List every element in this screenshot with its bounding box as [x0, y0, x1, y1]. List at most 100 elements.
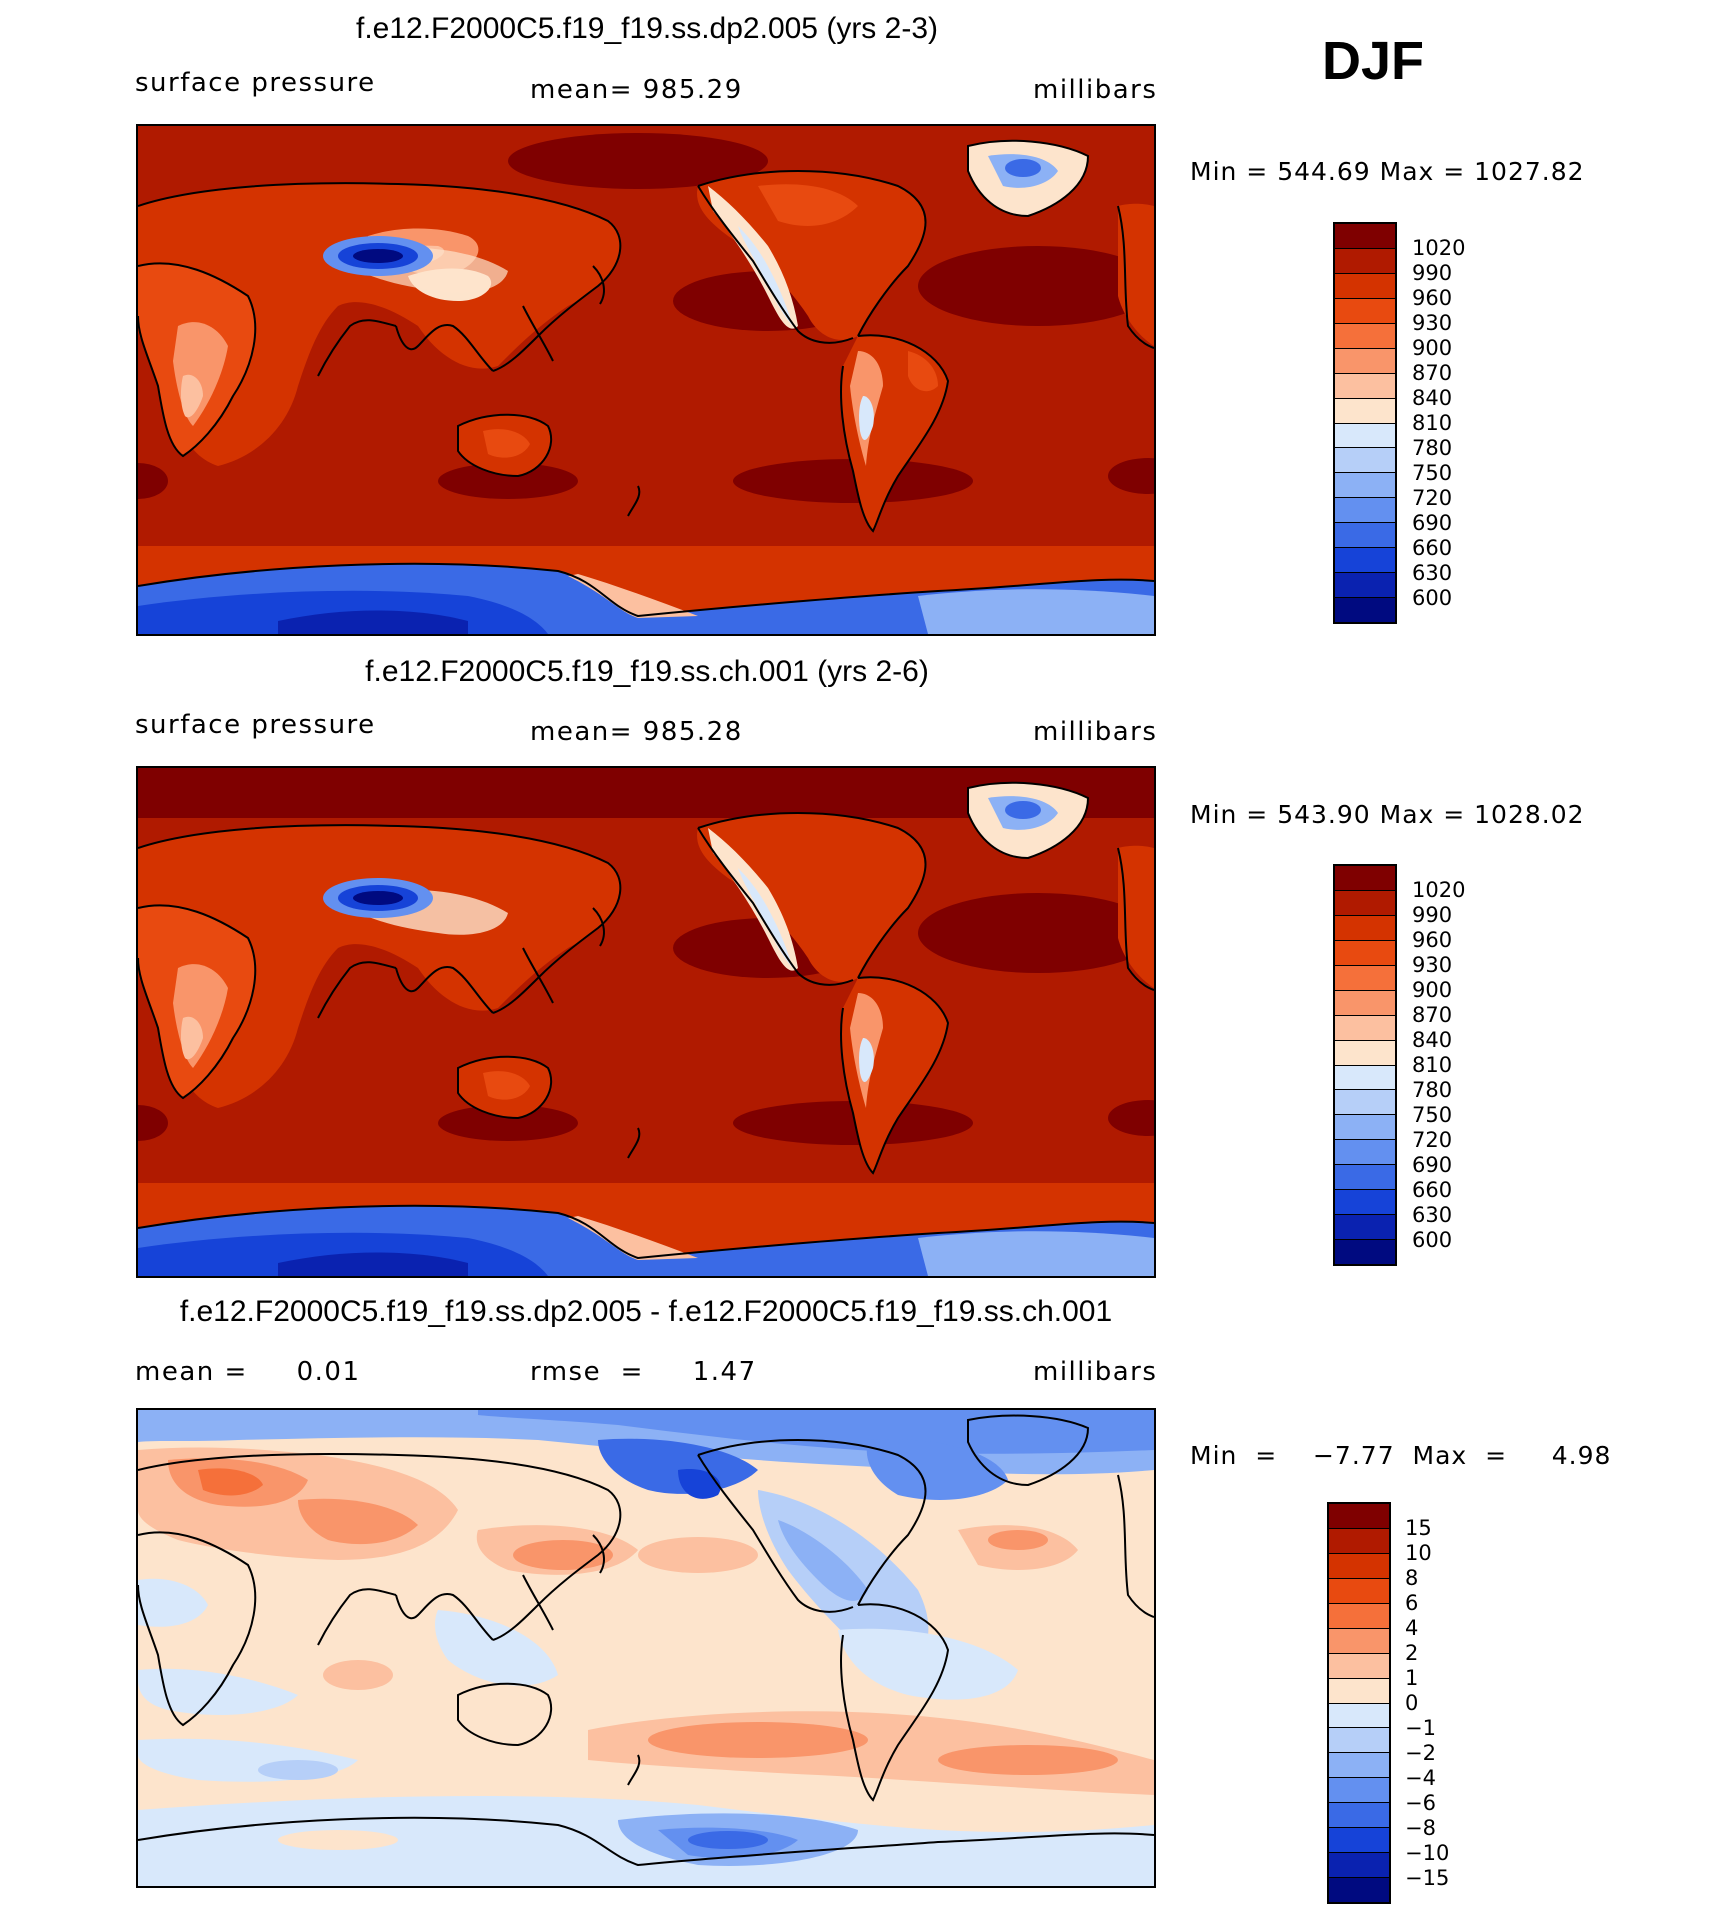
colorbar-tick-label: 840 [1412, 386, 1453, 410]
colorbar-tick-label: 720 [1412, 486, 1453, 510]
colorbar-swatch [1329, 1504, 1389, 1529]
panel-2-units-label: millibars [1033, 717, 1158, 747]
colorbar-tick-label: 630 [1412, 561, 1453, 585]
panel-2-colorbar-swatches [1335, 866, 1395, 1264]
colorbar-tick-label: 1020 [1412, 236, 1466, 260]
panel-1-units-label: millibars [1033, 75, 1158, 105]
colorbar-tick-label: −1 [1405, 1716, 1436, 1740]
colorbar-tick-label: 2 [1405, 1641, 1419, 1665]
colorbar-tick-label: 930 [1412, 311, 1453, 335]
colorbar-swatch [1335, 965, 1395, 991]
colorbar-swatch [1329, 1678, 1389, 1704]
panel-3-title: f.e12.F2000C5.f19_f19.ss.dp2.005 - f.e12… [179, 1295, 1113, 1328]
colorbar-tick-label: 1 [1405, 1666, 1419, 1690]
panel-3-mean-label: mean = 0.01 [135, 1357, 361, 1387]
colorbar-tick-label: 690 [1412, 1153, 1453, 1177]
colorbar-tick-label: 960 [1412, 928, 1453, 952]
colorbar-swatch [1329, 1628, 1389, 1654]
colorbar-swatch [1335, 448, 1395, 474]
colorbar-swatch [1329, 1803, 1389, 1829]
colorbar-swatch [1335, 598, 1395, 622]
colorbar-swatch [1335, 866, 1395, 891]
panel-2-variable-label: surface pressure [135, 710, 376, 740]
panel-2-title: f.e12.F2000C5.f19_f19.ss.ch.001 (yrs 2-6… [365, 655, 929, 688]
colorbar-tick-label: 750 [1412, 461, 1453, 485]
colorbar-tick-label: 750 [1412, 1103, 1453, 1127]
colorbar-swatch [1335, 1165, 1395, 1191]
colorbar-tick-label: 15 [1405, 1516, 1432, 1540]
colorbar-swatch [1335, 990, 1395, 1016]
colorbar-tick-label: 930 [1412, 953, 1453, 977]
colorbar-swatch [1335, 1090, 1395, 1116]
colorbar-tick-label: 630 [1412, 1203, 1453, 1227]
panel-1-minmax: Min = 544.69 Max = 1027.82 [1190, 157, 1585, 186]
colorbar-tick-label: 1020 [1412, 878, 1466, 902]
colorbar-tick-label: −8 [1405, 1816, 1436, 1840]
colorbar-swatch [1335, 473, 1395, 499]
panel-1-mean-label: mean= 985.29 [530, 75, 743, 105]
colorbar-swatch [1335, 915, 1395, 941]
colorbar-swatch [1335, 1065, 1395, 1091]
panel-3-colorbar [1327, 1502, 1391, 1904]
colorbar-swatch [1329, 1753, 1389, 1779]
season-label: DJF [1322, 31, 1425, 91]
colorbar-swatch [1335, 298, 1395, 324]
colorbar-swatch [1329, 1828, 1389, 1854]
colorbar-tick-label: 660 [1412, 1178, 1453, 1202]
colorbar-swatch [1335, 573, 1395, 599]
colorbar-swatch [1329, 1653, 1389, 1679]
colorbar-swatch [1335, 548, 1395, 574]
colorbar-tick-label: 900 [1412, 336, 1453, 360]
colorbar-swatch [1335, 1190, 1395, 1216]
colorbar-tick-label: 10 [1405, 1541, 1432, 1565]
colorbar-tick-label: −2 [1405, 1741, 1436, 1765]
colorbar-swatch [1329, 1728, 1389, 1754]
colorbar-swatch [1335, 890, 1395, 916]
panel-2-mean-label: mean= 985.28 [530, 717, 743, 747]
colorbar-tick-label: 660 [1412, 536, 1453, 560]
colorbar-tick-label: 6 [1405, 1591, 1419, 1615]
panel-3-units-label: millibars [1033, 1357, 1158, 1387]
colorbar-swatch [1335, 523, 1395, 549]
colorbar-swatch [1335, 398, 1395, 424]
panel-3-rmse-label: rmse = 1.47 [530, 1357, 757, 1387]
colorbar-tick-label: 870 [1412, 1003, 1453, 1027]
colorbar-tick-label: 600 [1412, 1228, 1453, 1252]
colorbar-swatch [1335, 1015, 1395, 1041]
colorbar-swatch [1335, 373, 1395, 399]
colorbar-swatch [1329, 1703, 1389, 1729]
colorbar-swatch [1335, 224, 1395, 249]
colorbar-tick-label: 990 [1412, 261, 1453, 285]
panel-1-colorbar [1333, 222, 1397, 624]
colorbar-tick-label: 720 [1412, 1128, 1453, 1152]
colorbar-swatch [1335, 940, 1395, 966]
colorbar-tick-label: −6 [1405, 1791, 1436, 1815]
colorbar-swatch [1335, 273, 1395, 299]
colorbar-swatch [1335, 323, 1395, 349]
colorbar-swatch [1329, 1553, 1389, 1579]
panel-2-colorbar [1333, 864, 1397, 1266]
colorbar-swatch [1335, 348, 1395, 374]
colorbar-tick-label: 780 [1412, 1078, 1453, 1102]
colorbar-swatch [1335, 1040, 1395, 1066]
colorbar-swatch [1335, 248, 1395, 274]
colorbar-tick-label: 810 [1412, 1053, 1453, 1077]
colorbar-tick-label: −15 [1405, 1866, 1450, 1890]
panel-1-map [136, 124, 1156, 636]
colorbar-tick-label: 4 [1405, 1616, 1419, 1640]
colorbar-swatch [1329, 1603, 1389, 1629]
colorbar-tick-label: 780 [1412, 436, 1453, 460]
colorbar-tick-label: 900 [1412, 978, 1453, 1002]
colorbar-tick-label: −10 [1405, 1841, 1450, 1865]
panel-1-variable-label: surface pressure [135, 68, 376, 98]
colorbar-swatch [1335, 498, 1395, 524]
colorbar-swatch [1335, 423, 1395, 449]
colorbar-swatch [1335, 1115, 1395, 1141]
colorbar-tick-label: 810 [1412, 411, 1453, 435]
colorbar-swatch [1329, 1578, 1389, 1604]
colorbar-swatch [1329, 1853, 1389, 1879]
panel-3-minmax: Min = −7.77 Max = 4.98 [1190, 1441, 1612, 1470]
colorbar-tick-label: 840 [1412, 1028, 1453, 1052]
panel-1-colorbar-swatches [1335, 224, 1395, 622]
colorbar-tick-label: 600 [1412, 586, 1453, 610]
